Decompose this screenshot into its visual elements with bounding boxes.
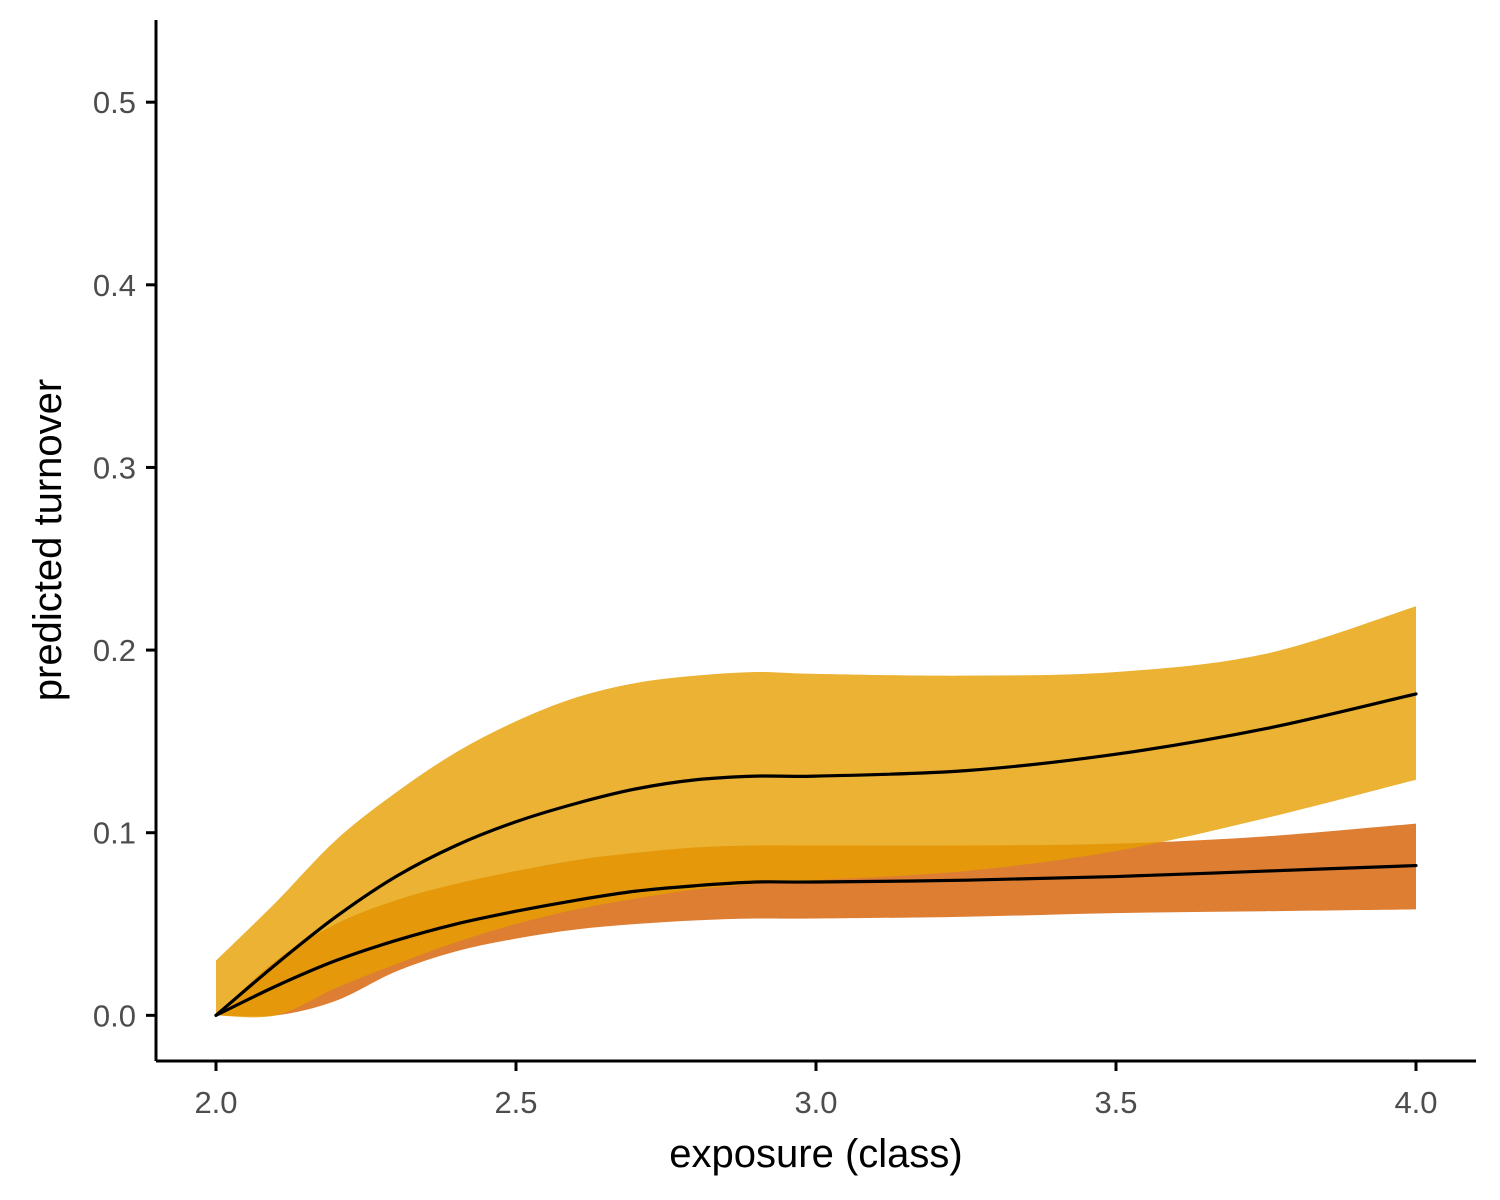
confidence-bands [216, 606, 1416, 1018]
y-tick-label: 0.2 [93, 633, 136, 668]
x-tick-label: 2.0 [194, 1085, 237, 1120]
x-tick-label: 3.5 [1094, 1085, 1137, 1120]
x-axis-ticks: 2.0 2.5 3.0 3.5 4.0 [194, 1061, 1438, 1120]
y-tick-label: 0.5 [93, 85, 136, 120]
x-tick-label: 4.0 [1394, 1085, 1437, 1120]
fit-line-2 [214, 692, 1418, 1017]
x-tick-label: 2.5 [494, 1085, 537, 1120]
y-tick-label: 0.1 [93, 816, 136, 851]
fit-line-1 [214, 863, 1418, 1017]
y-axis-ticks: 0.0 0.1 0.2 0.3 0.4 0.5 [93, 85, 156, 1033]
fitted-lines [214, 692, 1418, 1017]
y-tick-label: 0.4 [93, 268, 136, 303]
x-tick-label: 3.0 [794, 1085, 837, 1120]
confidence-band-2 [216, 606, 1416, 1018]
y-tick-label: 0.3 [93, 450, 136, 485]
y-axis-title: predicted turnover [26, 379, 70, 701]
y-tick-label: 0.0 [93, 998, 136, 1033]
x-axis-title: exposure (class) [669, 1132, 962, 1176]
